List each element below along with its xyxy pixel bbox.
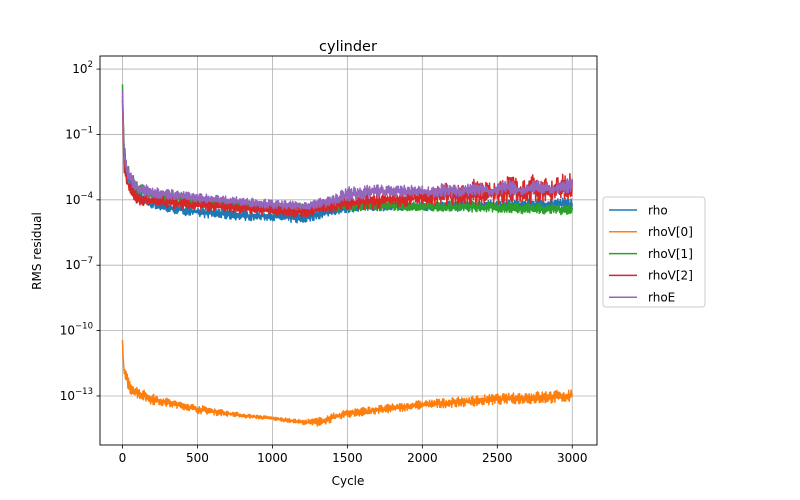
tick-base: 10 [60,324,75,338]
x-tick-label: 0 [119,451,127,465]
tick-base: 10 [65,193,80,207]
x-tick-label: 500 [186,451,209,465]
legend-label: rhoV[2] [648,269,693,283]
series-line-rhoE [121,89,574,211]
y-tick-label: 10−4 [65,191,93,207]
legend-label: rhoV[0] [648,225,693,239]
x-tick-label: 2000 [407,451,438,465]
tick-exponent: −1 [80,125,93,135]
tick-exponent: −13 [75,387,93,397]
series-line-rhoV0 [121,340,574,427]
legend-frame [602,196,706,308]
tick-base: 10 [72,62,87,76]
chart-title: cylinder [319,39,377,55]
x-tick-label: 1000 [257,451,288,465]
y-tick-label: 102 [72,60,93,76]
y-tick-label: 10−10 [60,322,93,338]
y-tick-label: 10−1 [65,125,93,141]
tick-exponent: −4 [80,191,93,201]
tick-exponent: −10 [75,322,93,332]
tick-exponent: −7 [80,256,93,266]
y-tick-label: 10−7 [65,256,93,272]
x-tick-label: 1500 [332,451,363,465]
x-axis-label: Cycle [332,474,365,488]
x-tick-label: 3000 [557,451,588,465]
legend-label: rho [648,203,668,217]
y-axis-label: RMS residual [30,212,44,290]
tick-base: 10 [60,389,75,403]
legend-label: rhoV[1] [648,247,693,261]
y-tick-label: 10−13 [60,387,93,403]
legend: rho rhoV[0] rhoV[1] rhoV[2] rhoE [602,196,706,308]
tick-base: 10 [65,127,80,141]
tick-exponent: 2 [88,60,93,70]
plot-area [121,84,574,427]
series-line-rhoV2 [121,100,574,218]
x-tick-label: 2500 [482,451,513,465]
legend-label: rhoE [648,291,675,305]
tick-base: 10 [65,258,80,272]
axes-frame [99,55,598,446]
x-axis-ticks: 0 500 1000 1500 2000 2500 3000 [119,445,588,465]
